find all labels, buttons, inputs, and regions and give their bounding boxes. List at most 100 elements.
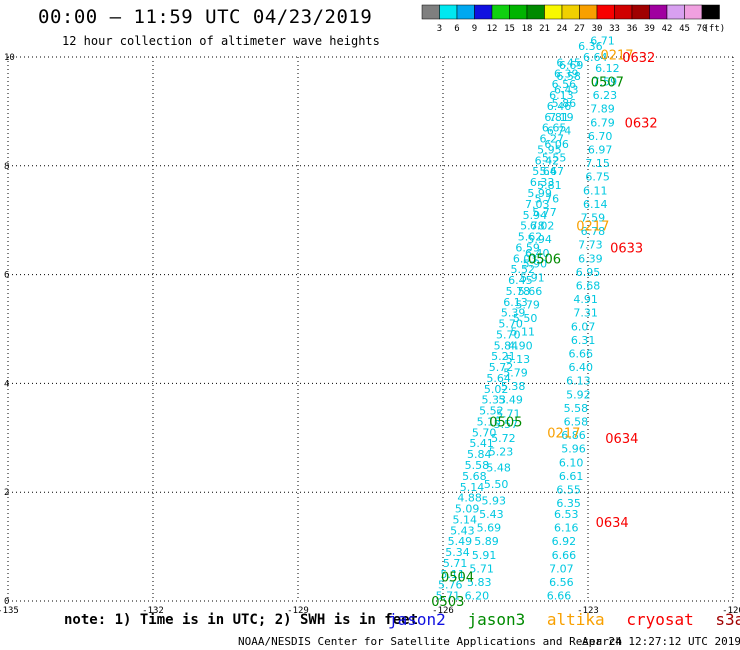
swh-value: 6.64 [583, 51, 608, 64]
legend-s3a: s3a [715, 610, 740, 629]
lat-tick-label: 0 [4, 597, 9, 607]
swh-value: 6.81 [544, 111, 569, 124]
swh-value: 5.72 [489, 361, 514, 374]
swh-value: 6.40 [525, 247, 550, 260]
footer-credit: NOAA/NESDIS Center for Satellite Applica… [238, 635, 623, 648]
colorbar-tick-label: 21 [539, 24, 550, 34]
colorbar-tick-label: 9 [472, 24, 477, 34]
swh-value: 5.15 [477, 415, 502, 428]
swh-value: 5.66 [518, 285, 543, 298]
time-label: 0632 [625, 116, 658, 131]
swh-value: 6.66 [547, 590, 572, 603]
swh-value: 6.46 [547, 100, 572, 113]
swh-value: 6.02 [530, 220, 555, 233]
lat-tick-label: 8 [4, 162, 9, 172]
swh-value: 5.38 [501, 380, 526, 393]
swh-value: 6.95 [576, 266, 601, 279]
colorbar: 3 6 9 12 15 18 21 24 27 30 33 36 39 42 45 70(ft) [421, 4, 726, 34]
swh-value: 6.56 [552, 78, 577, 91]
colorbar-swatch [649, 4, 668, 20]
swh-value: 5.49 [448, 535, 473, 548]
swh-value: 5.55 [542, 152, 567, 165]
swh-value: 5.58 [564, 402, 589, 415]
swh-value: 6.79 [590, 116, 615, 129]
swh-value: 5.86 [552, 97, 577, 110]
colorbar-tick-label: 30 [592, 24, 603, 34]
lon-tick-label: -129 [287, 606, 309, 616]
lat-tick-label: 6 [4, 271, 9, 281]
colorbar-tick-label: 27 [574, 24, 585, 34]
swh-value: 5.11 [440, 568, 465, 581]
swh-value: 6.13 [503, 296, 528, 309]
time-label: 0217 [547, 426, 580, 441]
swh-value: 5.84 [467, 448, 492, 461]
swh-value: 6.59 [515, 241, 540, 254]
swh-value: 5.95 [537, 143, 562, 156]
swh-value: 6.35 [556, 497, 581, 510]
colorbar-tick-label: 70 [697, 24, 708, 34]
swh-value: 5.11 [511, 326, 536, 339]
swh-value: 6.74 [547, 124, 572, 137]
colorbar-swatch [631, 4, 650, 20]
colorbar-tick-label: 39 [644, 24, 655, 34]
colorbar-swatch [579, 4, 598, 20]
swh-value: 5.21 [491, 350, 516, 363]
swh-value: 5.92 [566, 388, 591, 401]
swh-value: 6.07 [571, 320, 596, 333]
time-label: 0633 [610, 241, 643, 256]
lon-tick-label: -135 [0, 606, 19, 616]
swh-value: 6.45 [508, 274, 533, 287]
swh-value: 5.43 [479, 508, 504, 521]
swh-value: 5.52 [479, 405, 504, 418]
swh-value: 6.10 [559, 456, 584, 469]
swh-value: 6.12 [595, 62, 620, 75]
swh-value: 6.55 [556, 483, 581, 496]
swh-value: 6.13 [549, 89, 574, 102]
swh-value: 6.14 [583, 198, 608, 211]
swh-value: 6.23 [593, 89, 618, 102]
lat-tick-label: 4 [4, 379, 9, 389]
colorbar-swatch [474, 4, 493, 20]
swh-value: 7.89 [590, 103, 615, 116]
swh-value: 5.71 [496, 407, 521, 420]
swh-value: 5.78 [506, 285, 531, 298]
swh-value: 6.40 [569, 361, 594, 374]
swh-value: 6.70 [588, 130, 613, 143]
swh-value: 5.70 [498, 318, 523, 331]
time-label: 0634 [596, 516, 629, 531]
swh-value: 5.02 [484, 383, 509, 396]
swh-value: 6.45 [556, 56, 581, 69]
swh-value: 5.84 [494, 339, 519, 352]
swh-value: 5.41 [469, 437, 494, 450]
swh-value: 5.09 [455, 503, 480, 516]
swh-value: 5.39 [501, 307, 526, 320]
swh-value: 6.36 [578, 40, 603, 53]
swh-value: 6.33 [530, 176, 555, 189]
swh-value: 5.50 [513, 312, 538, 325]
swh-value: 6.56 [549, 576, 574, 589]
lat-tick-label: 10 [4, 53, 15, 63]
colorbar-swatch [614, 4, 633, 20]
satellite-legend: jason2 jason3 altika cryosat s3a [388, 610, 740, 629]
footer-timestamp: Apr 24 12:27:12 UTC 2019 [582, 635, 740, 648]
swh-value: 5.70 [496, 328, 521, 341]
swh-value: 6.11 [583, 184, 608, 197]
swh-value: 5.50 [484, 478, 509, 491]
colorbar-swatch [491, 4, 510, 20]
swh-value: 5.90 [523, 258, 548, 271]
colorbar-unit: (ft) [704, 24, 726, 34]
swh-value: 5.58 [465, 459, 490, 472]
swh-value: 6.43 [554, 84, 579, 97]
swh-value: 6.39 [554, 67, 579, 80]
swh-value: 5.70 [472, 426, 497, 439]
swh-value: 4.90 [508, 339, 533, 352]
swh-value: 6.68 [576, 279, 601, 292]
swh-value: 5.89 [474, 535, 499, 548]
swh-value: 7.73 [578, 239, 603, 252]
swh-value: 5.48 [486, 462, 511, 475]
map-axes: -135 -132 -129 -126 -123 -120 0 2 4 6 8 10 [0, 53, 740, 616]
swh-value: 6.66 [552, 549, 577, 562]
swh-value: 5.34 [445, 546, 470, 559]
swh-value: 6.42 [535, 154, 560, 167]
